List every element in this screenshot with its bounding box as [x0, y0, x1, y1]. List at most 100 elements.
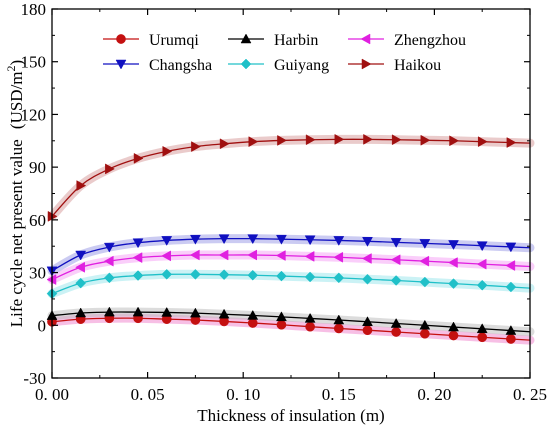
diamond-marker: [104, 272, 115, 284]
x-tick-label: 0. 20: [417, 385, 451, 404]
circle-marker: [391, 327, 402, 337]
triangle-right-marker: [76, 180, 87, 192]
diamond-marker: [240, 58, 252, 70]
diamond-marker: [161, 268, 173, 280]
diamond-marker: [419, 276, 431, 288]
triangle-up-marker: [362, 316, 373, 327]
series-band: [47, 134, 535, 221]
y-tick-label: 30: [29, 264, 46, 283]
triangle-up-marker: [419, 319, 431, 330]
triangle-left-marker: [419, 255, 430, 267]
triangle-down-marker: [276, 234, 287, 245]
triangle-up-marker: [189, 307, 201, 318]
triangle-right-marker: [420, 134, 431, 146]
triangle-right-marker: [506, 137, 517, 148]
triangle-left-marker: [505, 260, 516, 271]
triangle-down-marker: [448, 240, 459, 250]
diamond-marker: [75, 277, 87, 289]
triangle-right-marker: [334, 133, 345, 145]
x-tick-label: 0. 00: [35, 385, 69, 404]
circle-marker: [448, 330, 459, 341]
triangle-right-marker: [391, 134, 402, 146]
legend-label: Zhengzhou: [394, 32, 466, 49]
legend-label: Harbin: [274, 32, 318, 49]
diamond-marker: [276, 270, 287, 282]
diamond-marker: [218, 269, 230, 281]
legend-label: Haikou: [394, 57, 441, 74]
triangle-down-marker: [390, 238, 402, 248]
triangle-down-marker: [218, 234, 230, 245]
x-tick-label: 0. 10: [226, 385, 260, 404]
diamond-marker: [190, 268, 201, 280]
series-line: [51, 138, 531, 217]
circle-marker: [247, 318, 258, 328]
triangle-down-marker: [333, 236, 345, 246]
triangle-right-marker: [133, 152, 144, 164]
axis-ticks: [51, 8, 531, 379]
diamond-marker: [247, 269, 259, 281]
triangle-right-marker: [219, 138, 230, 150]
triangle-up-marker: [75, 307, 87, 318]
triangle-left-marker: [161, 250, 171, 262]
circle-marker: [333, 323, 344, 334]
triangle-left-marker: [132, 252, 143, 264]
triangle-left-marker: [75, 261, 85, 273]
circle-marker: [506, 334, 516, 344]
y-tick-label: 90: [29, 158, 46, 177]
triangle-up-marker: [476, 323, 488, 334]
triangle-left-marker: [218, 249, 229, 261]
triangle-down-marker: [419, 239, 431, 249]
triangle-left-marker: [360, 33, 371, 45]
triangle-left-marker: [333, 251, 344, 263]
axis-tick-labels: 0. 00 0. 05 0. 10 0. 15 0. 20 0. 25 -30 0 30 60 90…: [21, 0, 548, 404]
triangle-down-marker: [103, 242, 115, 253]
y-axis-title-unit: (USD/m: [7, 71, 26, 129]
diamond-marker: [448, 278, 459, 289]
y-axis-title-unit-sup: 2: [4, 65, 18, 71]
circle-marker: [276, 319, 287, 330]
diamond-marker: [333, 272, 345, 284]
diamond-marker: [390, 275, 402, 286]
triangle-right-marker: [363, 133, 373, 145]
triangle-down-marker: [476, 241, 488, 252]
x-tick-label: 0. 05: [131, 385, 165, 404]
triangle-down-marker: [75, 250, 87, 261]
circle-marker: [419, 328, 430, 339]
triangle-down-marker: [189, 234, 201, 245]
triangle-up-marker: [505, 325, 517, 335]
triangle-up-marker: [333, 314, 345, 325]
triangle-up-marker: [103, 306, 115, 317]
diamond-marker: [505, 281, 517, 293]
legend-label: Urumqi: [149, 32, 199, 49]
triangle-left-marker: [189, 249, 200, 261]
triangle-down-marker: [362, 237, 373, 247]
y-tick-label: 0: [38, 316, 47, 335]
diamond-marker: [362, 273, 373, 285]
diamond-marker: [476, 279, 488, 291]
triangle-up-marker: [276, 311, 287, 322]
x-tick-label: 0. 25: [513, 385, 547, 404]
x-tick-label: 0. 15: [322, 385, 356, 404]
triangle-right-marker: [277, 135, 287, 146]
y-tick-label: 60: [29, 211, 46, 230]
triangle-up-marker: [304, 312, 316, 323]
y-tick-label: -30: [23, 369, 46, 388]
legend-label: Changsha: [149, 57, 212, 74]
triangle-down-marker: [247, 234, 259, 245]
triangle-up-marker: [390, 318, 402, 328]
triangle-down-marker: [505, 242, 517, 253]
circle-marker: [477, 332, 488, 343]
triangle-up-marker: [218, 308, 230, 319]
triangle-down-marker: [132, 238, 144, 249]
triangle-down-marker: [115, 59, 127, 70]
triangle-right-marker: [305, 134, 316, 146]
y-axis-title-main: Life cycle net present value: [7, 139, 26, 327]
x-axis-title: Thickness of insulation (m): [197, 406, 384, 425]
triangle-right-marker: [162, 145, 173, 157]
triangle-right-marker: [477, 136, 488, 148]
triangle-up-marker: [247, 309, 259, 320]
triangle-right-marker: [248, 136, 259, 148]
triangle-up-marker: [161, 306, 173, 317]
series-markers: [46, 133, 517, 344]
diamond-marker: [304, 271, 316, 283]
